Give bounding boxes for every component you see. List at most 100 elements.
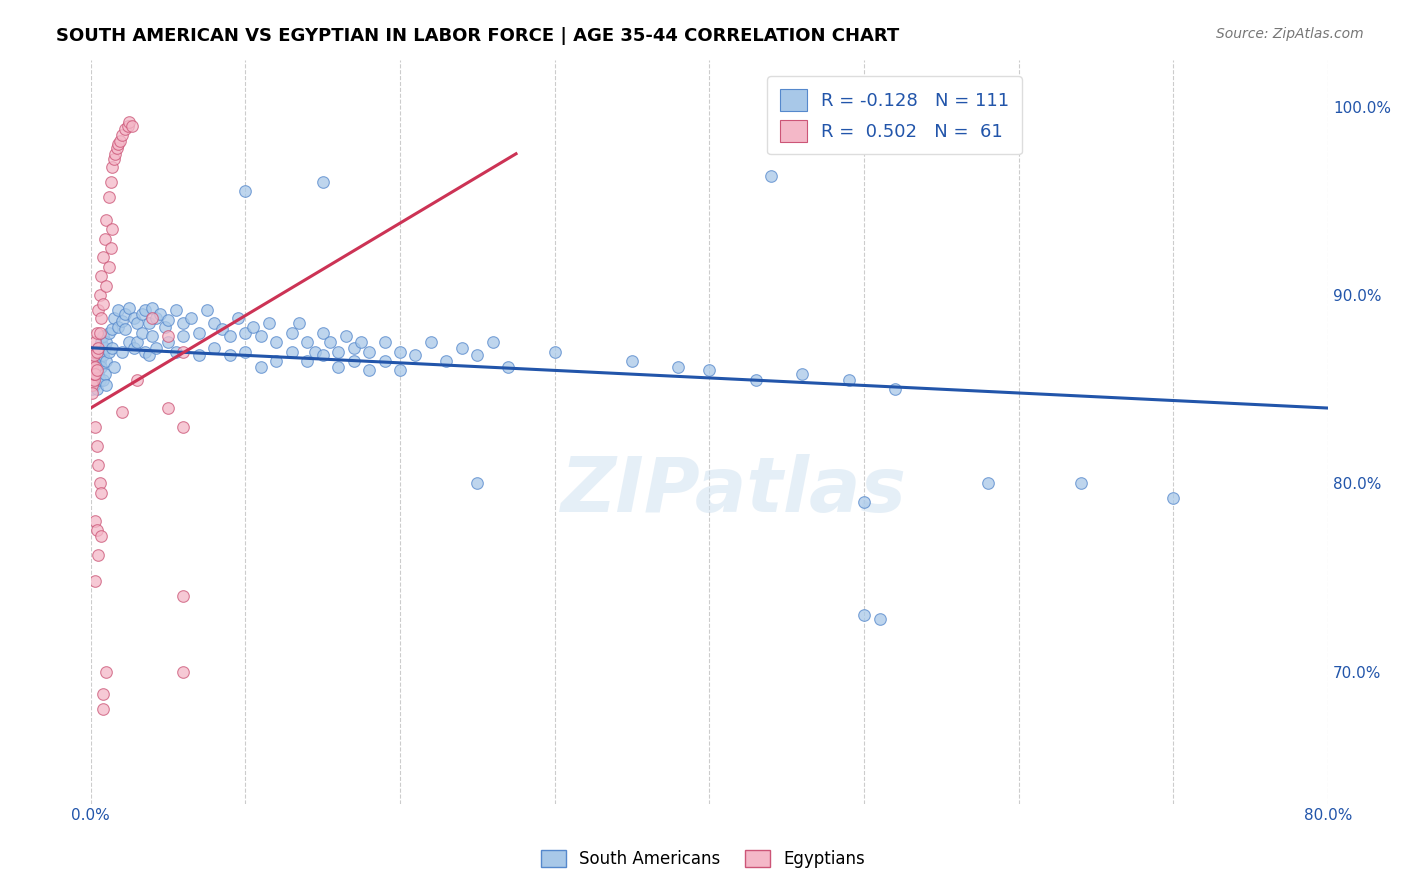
Point <box>89 354 111 368</box>
Point <box>87 341 110 355</box>
Point <box>467 476 489 491</box>
Point <box>311 348 333 362</box>
Point <box>699 363 721 377</box>
Point <box>131 307 153 321</box>
Point <box>172 420 194 434</box>
Point <box>319 335 342 350</box>
Point <box>311 175 333 189</box>
Point <box>138 316 160 330</box>
Point <box>141 301 163 316</box>
Point <box>357 344 380 359</box>
Point <box>125 373 148 387</box>
Text: ZIPatlas: ZIPatlas <box>561 454 907 528</box>
Point <box>91 329 114 343</box>
Point <box>83 344 105 359</box>
Point <box>86 344 108 359</box>
Point <box>122 341 145 355</box>
Point <box>482 335 505 350</box>
Point <box>125 316 148 330</box>
Point <box>84 359 107 374</box>
Point <box>138 348 160 362</box>
Point <box>156 329 179 343</box>
Point <box>288 316 311 330</box>
Point <box>118 335 141 350</box>
Point <box>242 320 264 334</box>
Point <box>91 297 114 311</box>
Point <box>84 420 107 434</box>
Point <box>342 354 364 368</box>
Point <box>87 303 110 318</box>
Point <box>90 269 112 284</box>
Point <box>134 344 156 359</box>
Point <box>91 348 114 362</box>
Point <box>82 367 104 381</box>
Point <box>884 382 907 396</box>
Point <box>82 359 104 374</box>
Legend: South Americans, Egyptians: South Americans, Egyptians <box>534 843 872 875</box>
Point <box>114 122 136 136</box>
Point <box>202 316 225 330</box>
Point <box>156 312 179 326</box>
Point <box>82 367 104 381</box>
Point <box>86 326 108 340</box>
Point <box>94 378 117 392</box>
Point <box>107 303 129 318</box>
Point <box>82 363 104 377</box>
Point <box>745 373 768 387</box>
Point <box>264 354 287 368</box>
Point <box>233 326 256 340</box>
Point <box>125 335 148 350</box>
Text: SOUTH AMERICAN VS EGYPTIAN IN LABOR FORCE | AGE 35-44 CORRELATION CHART: SOUTH AMERICAN VS EGYPTIAN IN LABOR FORC… <box>56 27 900 45</box>
Point <box>373 354 395 368</box>
Point <box>853 495 876 509</box>
Point <box>172 329 194 343</box>
Point <box>82 371 104 385</box>
Point <box>87 458 110 472</box>
Point <box>82 382 104 396</box>
Point <box>94 212 117 227</box>
Point <box>141 329 163 343</box>
Point <box>83 378 105 392</box>
Point <box>86 382 108 396</box>
Point <box>311 326 333 340</box>
Point <box>218 329 240 343</box>
Point <box>156 401 179 415</box>
Point <box>83 367 105 381</box>
Point <box>82 356 104 370</box>
Point <box>103 310 125 325</box>
Point <box>264 335 287 350</box>
Point <box>94 278 117 293</box>
Point <box>853 608 876 623</box>
Point <box>869 612 891 626</box>
Point <box>84 376 107 391</box>
Point <box>792 367 814 381</box>
Point <box>156 335 179 350</box>
Point <box>101 160 124 174</box>
Point <box>145 310 167 325</box>
Point <box>218 348 240 362</box>
Point <box>83 363 105 377</box>
Point <box>335 329 357 343</box>
Point <box>84 335 107 350</box>
Point <box>388 344 411 359</box>
Point <box>145 341 167 355</box>
Point <box>86 373 108 387</box>
Point <box>467 348 489 362</box>
Point <box>94 354 117 368</box>
Point <box>153 320 176 334</box>
Point <box>118 301 141 316</box>
Point <box>86 524 108 538</box>
Point <box>86 363 108 377</box>
Point <box>93 231 115 245</box>
Point <box>87 341 110 355</box>
Point <box>350 335 373 350</box>
Point <box>87 367 110 381</box>
Point <box>98 326 121 340</box>
Point <box>100 175 122 189</box>
Point <box>86 348 108 362</box>
Point <box>82 371 104 385</box>
Point <box>451 341 474 355</box>
Point <box>83 373 105 387</box>
Point <box>544 344 567 359</box>
Point <box>304 344 326 359</box>
